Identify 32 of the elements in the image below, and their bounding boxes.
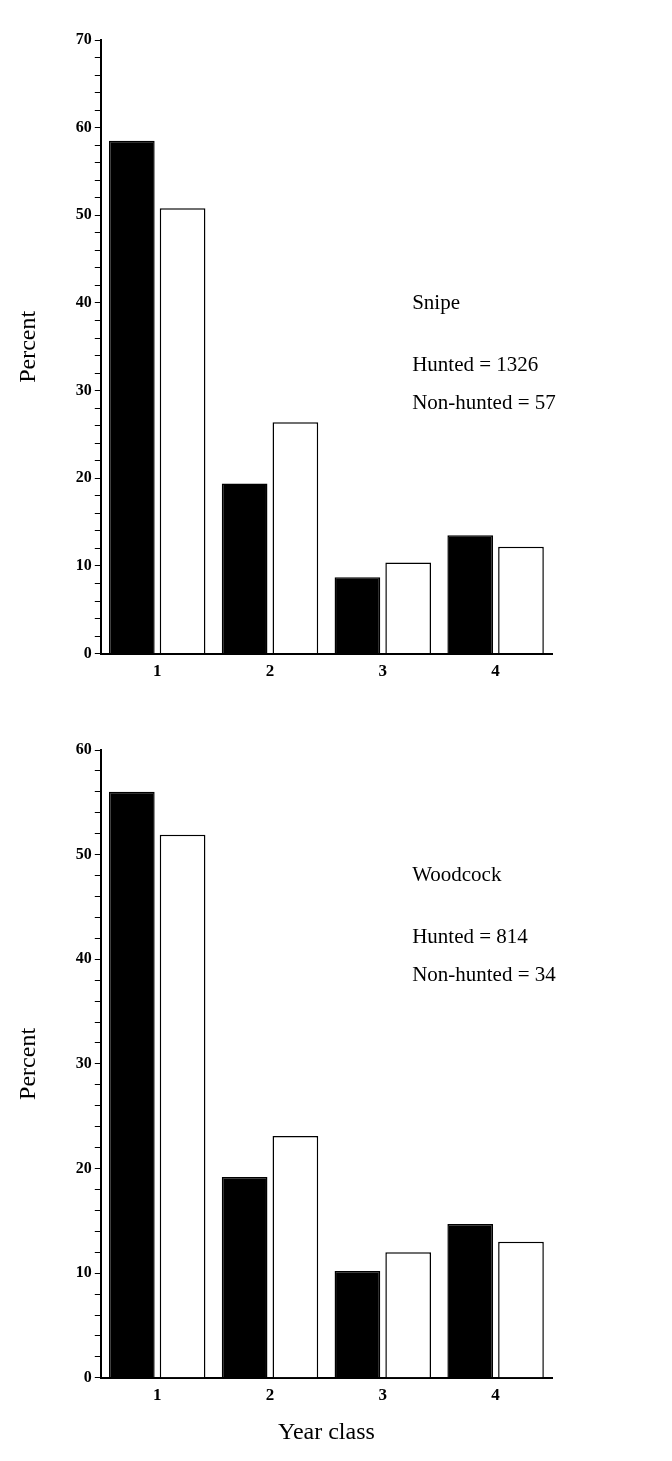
y-tick-label: 50 — [75, 844, 92, 862]
y-tick-label: 10 — [75, 1263, 92, 1281]
y-tick-label: 70 — [75, 30, 92, 48]
y-tick-label: 20 — [75, 1158, 92, 1176]
y-tick-label: 50 — [75, 205, 92, 223]
y-axis-title: Percent — [13, 1027, 40, 1100]
x-tick-label: 3 — [378, 1385, 388, 1405]
y-tick-label: 20 — [75, 468, 92, 486]
x-tick-label: 3 — [378, 661, 388, 681]
y-axis-title: Percent — [13, 310, 40, 383]
x-axis-title: Year class — [277, 1417, 375, 1444]
y-tick-label: 60 — [75, 740, 92, 758]
x-tick-label: 2 — [265, 1385, 275, 1405]
y-tick-label: 40 — [75, 293, 92, 311]
x-tick-label: 1 — [152, 1385, 162, 1405]
y-tick-label: 0 — [83, 643, 92, 661]
y-tick-label: 0 — [83, 1367, 92, 1385]
x-tick-label: 4 — [491, 1385, 501, 1405]
x-tick-label: 4 — [491, 661, 501, 681]
x-tick-label: 1 — [152, 661, 162, 681]
annotation: Non-hunted = 34 — [412, 962, 557, 987]
y-tick-label: 30 — [75, 380, 92, 398]
annotation: Snipe — [412, 290, 460, 315]
y-tick-label: 10 — [75, 556, 92, 574]
y-tick-label: 60 — [75, 117, 92, 135]
annotation: Hunted = 1326 — [412, 352, 539, 377]
y-tick-label: 30 — [75, 1054, 92, 1072]
annotation: Hunted = 814 — [412, 924, 529, 949]
annotation: Non-hunted = 57 — [412, 390, 556, 415]
annotation: Woodcock — [412, 862, 502, 887]
x-tick-label: 2 — [265, 661, 275, 681]
y-tick-label: 40 — [75, 949, 92, 967]
